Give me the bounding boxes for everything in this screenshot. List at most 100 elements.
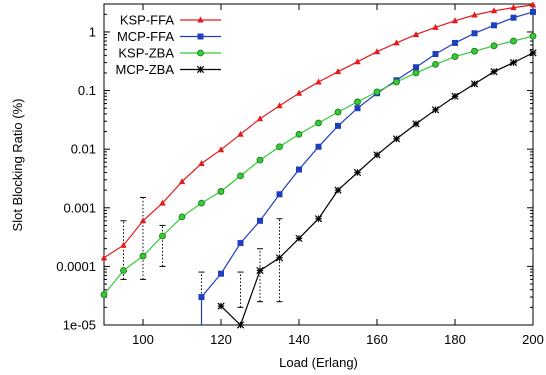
x-tick-label: 120	[210, 332, 232, 347]
y-tick-label: 0.01	[71, 142, 96, 157]
data-point-ksp-zba	[334, 108, 342, 116]
data-point-ksp-zba	[393, 78, 400, 86]
x-tick-label: 180	[444, 332, 466, 347]
data-point-ksp-ffa	[100, 254, 108, 261]
data-point-mcp-zba	[295, 234, 303, 243]
data-point-ksp-zba	[295, 130, 303, 138]
data-point-mcp-ffa	[530, 8, 536, 15]
legend-marker-ksp-zba	[197, 49, 204, 57]
data-point-mcp-zba	[470, 80, 479, 88]
data-point-ksp-ffa	[295, 89, 303, 96]
data-point-ksp-zba	[256, 156, 264, 164]
y-tick-label: 0.1	[78, 83, 96, 98]
data-point-ksp-ffa	[198, 159, 205, 166]
data-point-mcp-ffa	[432, 51, 439, 58]
data-point-ksp-ffa	[471, 11, 478, 18]
x-tick-label: 200	[522, 332, 544, 347]
data-point-ksp-ffa	[510, 4, 517, 11]
data-point-ksp-zba	[412, 69, 420, 77]
data-point-mcp-ffa	[315, 143, 322, 150]
error-bars	[120, 196, 283, 326]
data-point-mcp-ffa	[452, 39, 458, 46]
y-tick-label: 0.001	[63, 200, 96, 215]
data-point-mcp-zba	[490, 68, 498, 76]
data-point-ksp-ffa	[315, 78, 322, 85]
data-point-ksp-ffa	[412, 31, 420, 38]
data-point-ksp-zba	[217, 188, 225, 195]
data-point-ksp-zba	[159, 232, 166, 240]
data-point-ksp-zba	[510, 37, 517, 45]
x-tick-label: 100	[132, 332, 154, 347]
data-point-ksp-zba	[529, 32, 537, 40]
legend-label-ksp-ffa: KSP-FFA	[120, 13, 175, 28]
data-point-mcp-zba	[353, 168, 362, 177]
data-point-ksp-ffa	[529, 1, 537, 8]
data-point-mcp-ffa	[413, 64, 419, 71]
data-point-ksp-ffa	[373, 48, 381, 55]
data-point-mcp-ffa	[510, 14, 517, 21]
data-point-ksp-zba	[120, 267, 127, 274]
data-point-mcp-zba	[412, 120, 420, 128]
legend-marker-ksp-ffa	[197, 16, 204, 23]
data-point-mcp-zba	[256, 266, 264, 275]
data-point-ksp-ffa	[178, 178, 186, 185]
data-point-ksp-ffa	[354, 58, 361, 65]
data-point-mcp-zba	[431, 106, 440, 114]
data-point-mcp-ffa	[296, 166, 302, 173]
data-point-mcp-zba	[451, 92, 459, 100]
legend-marker-mcp-zba	[196, 65, 205, 74]
legend-label-mcp-zba: MCP-ZBA	[116, 62, 175, 77]
data-point-mcp-ffa	[218, 270, 224, 277]
data-point-mcp-ffa	[354, 105, 361, 112]
data-point-ksp-ffa	[334, 68, 342, 75]
data-point-ksp-zba	[490, 42, 498, 50]
y-tick-label: 1e-05	[63, 318, 96, 333]
data-point-ksp-ffa	[217, 146, 225, 153]
data-point-ksp-ffa	[120, 241, 127, 248]
x-tick-label: 140	[288, 332, 310, 347]
plot-frame	[103, 3, 534, 326]
x-tick-label: 160	[366, 332, 388, 347]
data-point-mcp-ffa	[276, 191, 283, 198]
data-point-ksp-ffa	[451, 17, 459, 24]
legend-label-ksp-zba: KSP-ZBA	[118, 46, 174, 61]
data-point-ksp-zba	[432, 60, 439, 68]
data-point-ksp-ffa	[237, 130, 244, 137]
data-point-mcp-zba	[529, 49, 537, 57]
data-point-ksp-zba	[451, 53, 459, 60]
data-point-ksp-zba	[237, 172, 244, 180]
data-point-ksp-ffa	[276, 102, 283, 109]
y-tick-label: 0.0001	[56, 259, 96, 274]
data-point-mcp-zba	[314, 215, 323, 223]
data-point-ksp-zba	[315, 119, 322, 127]
data-point-mcp-zba	[217, 302, 225, 310]
data-point-ksp-ffa	[432, 23, 439, 30]
series-group	[100, 1, 537, 329]
y-axis-title: Slot Blocking Ratio (%)	[10, 99, 25, 232]
legend-label-mcp-ffa: MCP-FFA	[117, 29, 174, 44]
data-point-ksp-zba	[100, 291, 108, 299]
data-point-mcp-zba	[509, 58, 518, 67]
data-point-ksp-ffa	[256, 115, 264, 122]
data-point-ksp-zba	[471, 47, 478, 55]
data-point-mcp-zba	[236, 321, 245, 329]
data-point-ksp-zba	[139, 252, 147, 260]
legend-marker-mcp-ffa	[197, 33, 204, 40]
data-point-ksp-zba	[178, 213, 186, 221]
y-tick-label: 1	[89, 24, 96, 39]
data-point-mcp-ffa	[237, 240, 244, 247]
data-point-mcp-ffa	[471, 30, 478, 37]
data-point-ksp-zba	[354, 98, 361, 106]
series-line-mcp-ffa	[200, 11, 534, 325]
x-axis-title: Load (Erlang)	[279, 355, 358, 370]
data-point-mcp-ffa	[198, 294, 205, 301]
data-point-ksp-zba	[198, 199, 205, 207]
data-point-mcp-ffa	[257, 217, 263, 224]
data-point-mcp-zba	[373, 151, 381, 159]
data-point-ksp-zba	[373, 88, 381, 96]
data-point-mcp-zba	[392, 135, 401, 143]
data-point-ksp-ffa	[393, 39, 400, 46]
axis-ticks: 100 120 140 160 180 200 1e-05 0.0001 0.001 0.01 0.…	[56, 3, 544, 347]
